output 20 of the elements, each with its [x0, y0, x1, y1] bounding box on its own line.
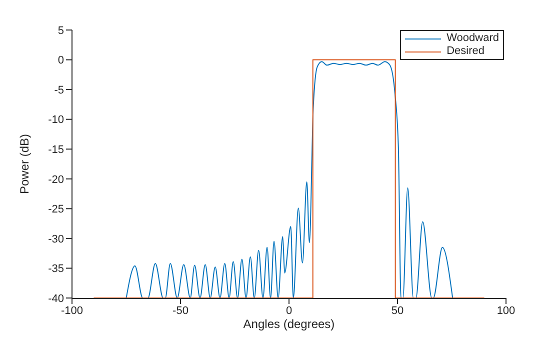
y-tick-label: -10 — [48, 114, 64, 126]
x-tick-label: -100 — [60, 304, 84, 317]
y-tick-label: -30 — [48, 233, 64, 246]
y-tick-label: -35 — [48, 263, 64, 276]
x-axis-title: Angles (degrees) — [242, 317, 336, 331]
y-tick-label: -40 — [48, 292, 64, 305]
x-tick-label: 50 — [391, 304, 404, 317]
legend-label: Woodward — [446, 32, 499, 45]
y-axis-title: Power (dB) — [17, 134, 32, 194]
y-tick-label: 5 — [58, 24, 64, 37]
line-series — [126, 61, 454, 298]
y-tick-label: -25 — [48, 204, 64, 216]
y-tick-label: -15 — [48, 144, 64, 156]
legend-label: Desired — [446, 45, 485, 58]
x-tick-label: 100 — [496, 304, 516, 317]
y-tick-label: -5 — [54, 84, 64, 96]
y-tick-label: -20 — [48, 174, 64, 186]
y-tick-label: 0 — [58, 54, 64, 67]
x-tick-label: -50 — [172, 304, 188, 317]
x-tick-label: 0 — [286, 304, 292, 317]
